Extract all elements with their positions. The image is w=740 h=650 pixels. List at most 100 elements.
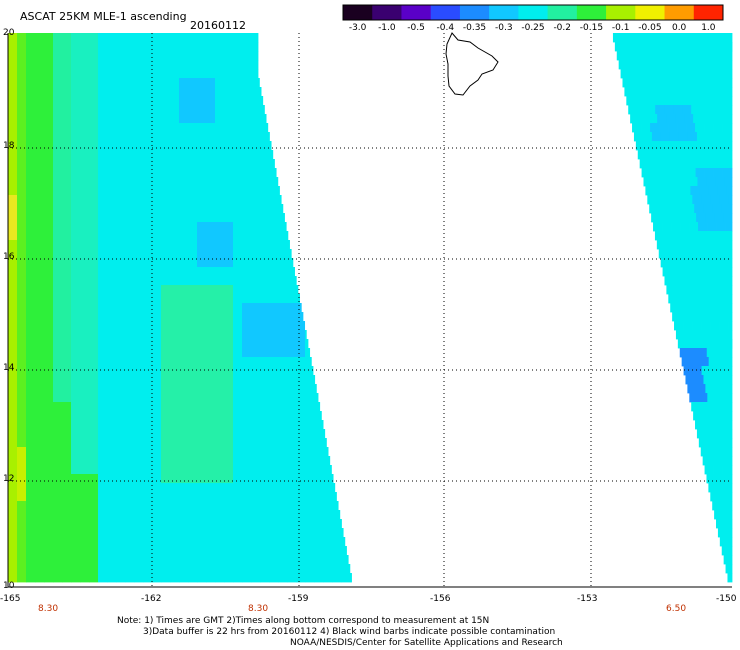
data-cell	[44, 321, 54, 331]
data-cell	[116, 69, 126, 79]
data-cell	[152, 69, 162, 79]
data-cell	[8, 150, 18, 160]
data-cell	[80, 249, 90, 259]
data-cell	[62, 312, 72, 322]
data-cell	[89, 96, 99, 106]
data-cell	[134, 51, 144, 61]
data-cell	[269, 285, 279, 295]
data-cell	[152, 510, 162, 520]
data-cell	[26, 348, 36, 358]
data-cell	[134, 321, 144, 331]
data-cell	[8, 456, 18, 466]
data-cell	[125, 393, 135, 403]
map-title: ASCAT 25KM MLE-1 ascending	[20, 10, 187, 23]
data-cell	[721, 546, 732, 556]
data-cell	[62, 528, 72, 538]
data-cell	[224, 60, 234, 70]
data-cell	[188, 402, 198, 412]
data-cell	[278, 321, 288, 331]
data-cell	[161, 402, 171, 412]
data-cell	[17, 249, 27, 259]
data-cell	[116, 528, 126, 538]
data-cell	[224, 87, 234, 97]
data-cell	[314, 384, 317, 394]
data-cell	[706, 474, 716, 484]
data-cell	[656, 69, 666, 79]
data-cell	[8, 519, 18, 529]
data-cell	[296, 546, 306, 556]
data-cell	[143, 123, 153, 133]
data-cell	[688, 303, 698, 313]
data-cell	[278, 195, 282, 205]
data-cell	[731, 294, 733, 304]
data-cell	[89, 492, 99, 502]
data-cell	[152, 528, 162, 538]
data-cell	[179, 483, 189, 493]
colorbar-cell	[372, 5, 402, 20]
data-cell	[152, 51, 162, 61]
data-cell	[260, 492, 270, 502]
data-cell	[35, 492, 45, 502]
data-cell	[80, 51, 90, 61]
data-cell	[116, 501, 126, 511]
data-cell	[197, 258, 207, 268]
data-cell	[62, 393, 72, 403]
data-cell	[233, 123, 243, 133]
data-cell	[287, 366, 297, 376]
data-cell	[89, 573, 99, 583]
data-cell	[17, 537, 27, 547]
data-cell	[125, 204, 135, 214]
data-cell	[8, 78, 18, 88]
data-cell	[71, 564, 81, 574]
data-cell	[62, 546, 72, 556]
data-cell	[161, 411, 171, 421]
data-cell	[711, 114, 721, 124]
data-cell	[323, 528, 333, 538]
data-cell	[665, 195, 675, 205]
data-cell	[206, 231, 216, 241]
data-cell	[26, 51, 36, 61]
data-cell	[89, 240, 99, 250]
data-cell	[206, 546, 216, 556]
data-cell	[8, 510, 18, 520]
data-cell	[197, 393, 207, 403]
data-cell	[224, 159, 234, 169]
data-cell	[62, 240, 72, 250]
data-cell	[17, 231, 27, 241]
data-cell	[89, 483, 99, 493]
data-cell	[663, 186, 673, 196]
data-cell	[287, 294, 297, 304]
data-cell	[287, 312, 297, 322]
data-cell	[260, 276, 270, 286]
data-cell	[26, 357, 36, 367]
data-cell	[667, 204, 677, 214]
data-cell	[17, 105, 27, 115]
data-cell	[170, 474, 180, 484]
data-cell	[206, 195, 216, 205]
data-cell	[652, 51, 663, 61]
data-cell	[296, 303, 302, 313]
data-cell	[647, 69, 657, 79]
data-cell	[170, 267, 180, 277]
data-cell	[170, 186, 180, 196]
data-cell	[161, 465, 171, 475]
data-cell	[53, 195, 63, 205]
data-cell	[260, 294, 270, 304]
data-cell	[233, 366, 243, 376]
data-cell	[152, 42, 162, 52]
data-cell	[674, 240, 685, 250]
data-cell	[709, 402, 719, 412]
data-cell	[80, 528, 90, 538]
data-cell	[134, 87, 144, 97]
data-cell	[143, 177, 153, 187]
data-cell	[44, 555, 54, 565]
data-cell	[17, 456, 27, 466]
data-cell	[107, 474, 117, 484]
data-cell	[197, 411, 207, 421]
data-cell	[107, 384, 117, 394]
data-cell	[332, 573, 342, 583]
data-cell	[53, 294, 63, 304]
data-cell	[224, 438, 234, 448]
data-cell	[125, 519, 135, 529]
data-cell	[35, 465, 45, 475]
